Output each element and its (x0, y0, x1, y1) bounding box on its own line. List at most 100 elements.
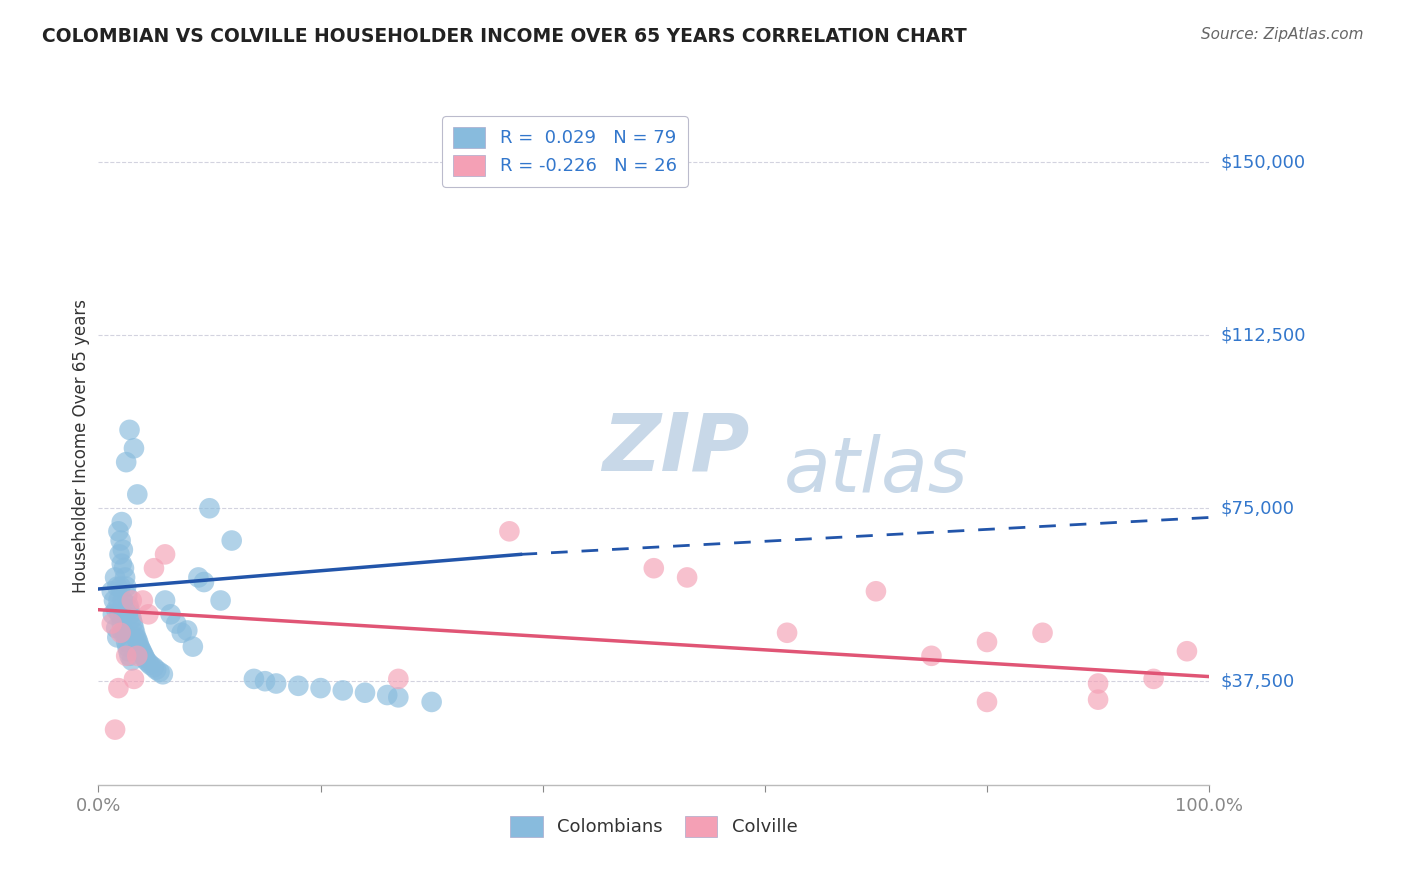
Point (118, 648, 141, 663)
Point (110, 533, 132, 548)
Point (332, 683, 354, 698)
Point (100, 584, 122, 599)
Point (115, 648, 138, 663)
Point (387, 690, 409, 705)
Point (181, 640, 204, 654)
Point (243, 672, 266, 686)
Point (121, 612, 143, 626)
Point (1032, 625, 1054, 640)
Point (105, 621, 128, 635)
Text: $112,500: $112,500 (1220, 326, 1306, 344)
Point (1087, 692, 1109, 706)
Point (1143, 672, 1166, 686)
Point (105, 603, 128, 617)
Point (112, 607, 135, 622)
Point (117, 640, 139, 654)
Text: Source: ZipAtlas.com: Source: ZipAtlas.com (1201, 27, 1364, 42)
Point (375, 688, 398, 702)
Point (153, 547, 176, 561)
Point (152, 667, 174, 681)
Point (115, 580, 138, 594)
Point (676, 570, 699, 584)
Point (976, 635, 998, 649)
Point (120, 607, 142, 622)
Point (865, 584, 887, 599)
Text: $75,000: $75,000 (1220, 500, 1295, 517)
Point (115, 635, 138, 649)
Point (117, 598, 139, 612)
Point (107, 593, 129, 607)
Text: $150,000: $150,000 (1220, 153, 1305, 171)
Point (976, 695, 998, 709)
Point (132, 648, 155, 663)
Point (111, 515, 134, 529)
Point (111, 557, 134, 571)
Point (100, 616, 122, 631)
Point (101, 607, 124, 622)
Point (354, 686, 377, 700)
Text: ZIP: ZIP (602, 409, 749, 487)
Point (1087, 676, 1109, 690)
Point (111, 616, 134, 631)
Point (112, 561, 135, 575)
Point (921, 648, 943, 663)
Point (159, 607, 181, 622)
Point (1175, 644, 1198, 658)
Point (145, 663, 167, 677)
Point (138, 607, 160, 622)
Point (105, 580, 128, 594)
Point (108, 607, 131, 622)
Point (132, 647, 155, 661)
Point (176, 624, 198, 638)
Point (198, 501, 221, 516)
Point (114, 625, 136, 640)
Point (209, 593, 232, 607)
Point (420, 695, 443, 709)
Y-axis label: Householder Income Over 65 years: Householder Income Over 65 years (72, 299, 90, 593)
Point (117, 644, 139, 658)
Point (104, 570, 127, 584)
Point (132, 593, 155, 607)
Point (122, 672, 145, 686)
Point (776, 625, 799, 640)
Point (111, 593, 134, 607)
Point (309, 681, 332, 695)
Point (387, 672, 409, 686)
Point (115, 455, 138, 469)
Point (124, 625, 146, 640)
Point (127, 487, 149, 501)
Point (264, 676, 287, 690)
Point (131, 644, 153, 658)
Point (121, 616, 143, 631)
Point (104, 723, 127, 737)
Point (111, 542, 134, 557)
Point (135, 653, 157, 667)
Point (107, 524, 129, 539)
Point (122, 621, 145, 635)
Point (153, 593, 176, 607)
Point (103, 593, 125, 607)
Point (187, 570, 209, 584)
Point (110, 625, 132, 640)
Point (108, 547, 131, 561)
Point (111, 625, 134, 640)
Legend: Colombians, Colville: Colombians, Colville (503, 808, 804, 844)
Point (643, 561, 665, 575)
Point (148, 665, 170, 679)
Point (127, 636, 149, 650)
Point (114, 570, 136, 584)
Text: atlas: atlas (783, 434, 969, 508)
Point (134, 651, 156, 665)
Point (138, 656, 160, 670)
Point (118, 423, 141, 437)
Point (253, 674, 276, 689)
Point (122, 442, 145, 456)
Point (221, 533, 243, 548)
Point (105, 631, 128, 645)
Point (143, 561, 166, 575)
Point (498, 524, 520, 539)
Point (125, 631, 148, 645)
Point (121, 653, 143, 667)
Point (287, 679, 309, 693)
Point (121, 593, 143, 607)
